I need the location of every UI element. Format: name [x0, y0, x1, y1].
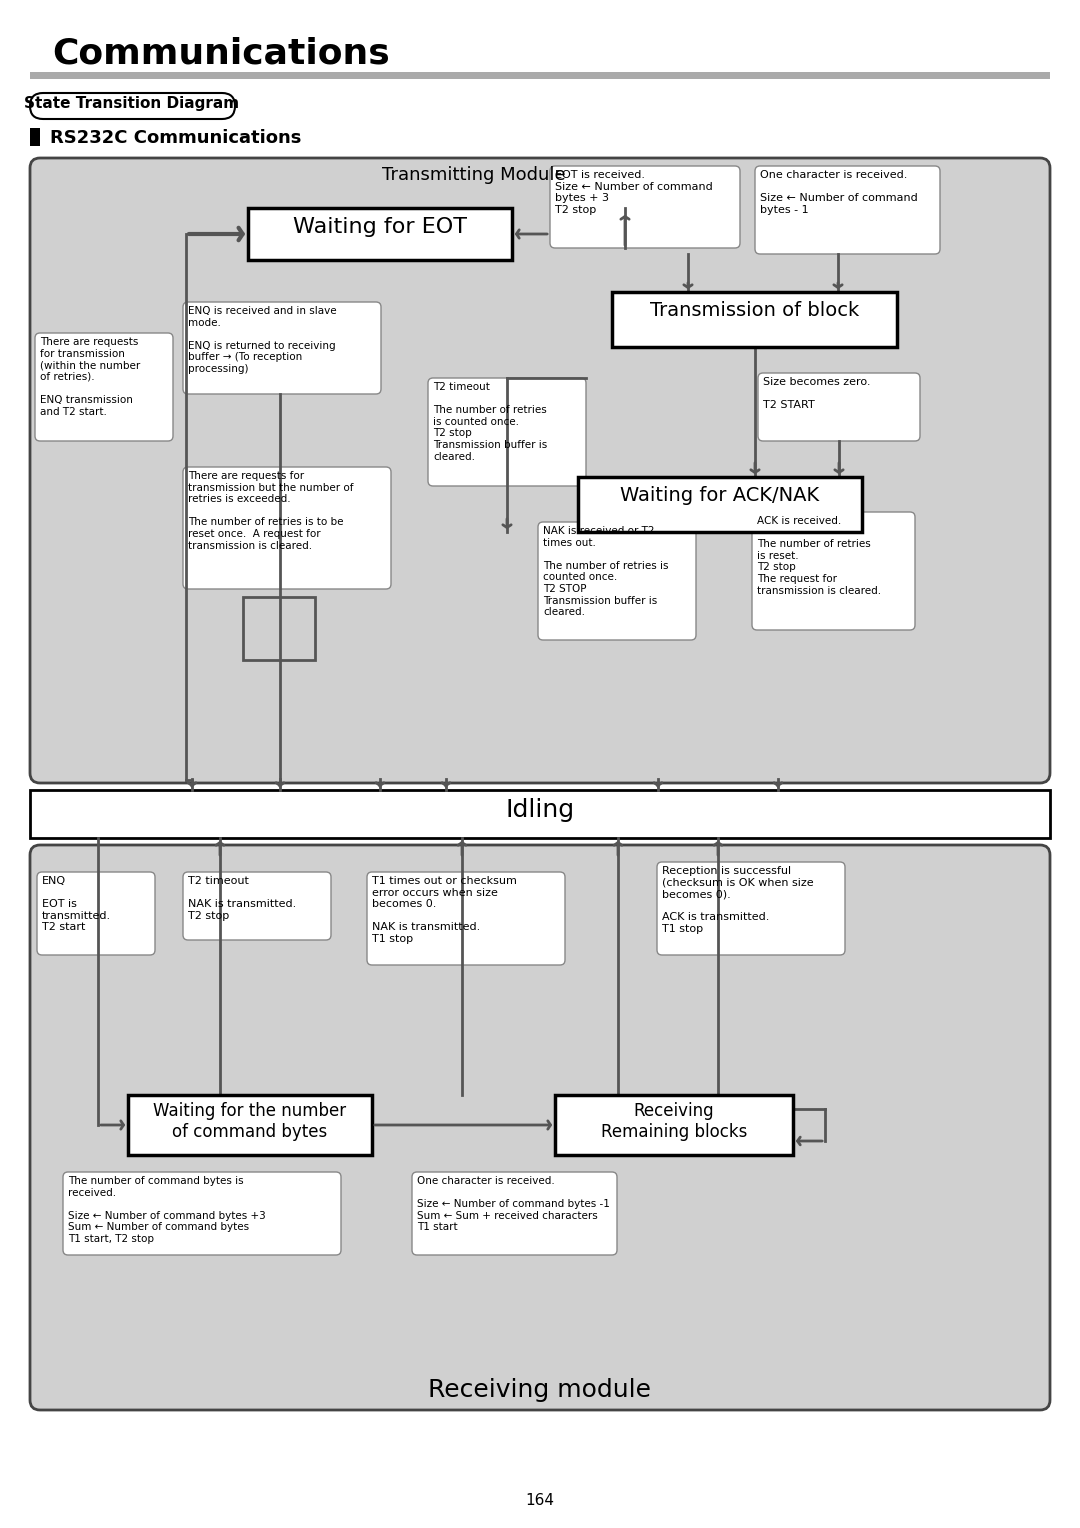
- Text: ENQ is received and in slave
mode.

ENQ is returned to receiving
buffer → (To re: ENQ is received and in slave mode. ENQ i…: [188, 306, 337, 374]
- FancyBboxPatch shape: [63, 1172, 341, 1254]
- Text: One character is received.

Size ← Number of command
bytes - 1: One character is received. Size ← Number…: [760, 170, 918, 215]
- FancyBboxPatch shape: [428, 377, 586, 486]
- FancyBboxPatch shape: [35, 333, 173, 442]
- Text: Receiving module: Receiving module: [429, 1378, 651, 1403]
- FancyBboxPatch shape: [37, 872, 156, 955]
- Text: Waiting for EOT: Waiting for EOT: [293, 217, 467, 237]
- Text: There are requests for
transmission but the number of
retries is exceeded.

The : There are requests for transmission but …: [188, 471, 353, 550]
- Text: Idling: Idling: [505, 798, 575, 822]
- Text: There are requests
for transmission
(within the number
of retries).

ENQ transmi: There are requests for transmission (wit…: [40, 338, 140, 417]
- FancyBboxPatch shape: [538, 523, 696, 640]
- FancyBboxPatch shape: [758, 373, 920, 442]
- Bar: [30, 128, 40, 147]
- Text: Waiting for the number
of command bytes: Waiting for the number of command bytes: [153, 1102, 347, 1141]
- Text: State Transition Diagram: State Transition Diagram: [25, 96, 240, 112]
- Bar: [30, 790, 1050, 837]
- Text: T2 timeout

NAK is transmitted.
T2 stop: T2 timeout NAK is transmitted. T2 stop: [188, 876, 296, 921]
- Text: The number of command bytes is
received.

Size ← Number of command bytes +3
Sum : The number of command bytes is received.…: [68, 1177, 266, 1244]
- FancyBboxPatch shape: [183, 872, 330, 940]
- Text: ACK is received.

The number of retries
is reset.
T2 stop
The request for
transm: ACK is received. The number of retries i…: [757, 516, 881, 596]
- Text: Receiving
Remaining blocks: Receiving Remaining blocks: [600, 1102, 747, 1141]
- Text: T2 timeout

The number of retries
is counted once.
T2 stop
Transmission buffer i: T2 timeout The number of retries is coun…: [433, 382, 548, 461]
- Text: ENQ

EOT is
transmitted.
T2 start: ENQ EOT is transmitted. T2 start: [42, 876, 111, 932]
- Text: Waiting for ACK/NAK: Waiting for ACK/NAK: [620, 486, 820, 504]
- Text: Size becomes zero.

T2 START: Size becomes zero. T2 START: [762, 377, 870, 410]
- Text: Transmission of block: Transmission of block: [650, 301, 859, 319]
- FancyBboxPatch shape: [183, 303, 381, 394]
- FancyBboxPatch shape: [367, 872, 565, 966]
- Text: 164: 164: [526, 1493, 554, 1508]
- FancyBboxPatch shape: [30, 93, 235, 119]
- Bar: [243, 597, 315, 660]
- FancyBboxPatch shape: [752, 512, 915, 630]
- Bar: [578, 477, 862, 532]
- FancyBboxPatch shape: [755, 167, 940, 254]
- Text: One character is received.

Size ← Number of command bytes -1
Sum ← Sum + receiv: One character is received. Size ← Number…: [417, 1177, 610, 1233]
- Bar: [248, 208, 512, 260]
- FancyBboxPatch shape: [657, 862, 845, 955]
- FancyBboxPatch shape: [30, 845, 1050, 1410]
- Bar: [555, 1096, 793, 1155]
- Text: EOT is received.
Size ← Number of command
bytes + 3
T2 stop: EOT is received. Size ← Number of comman…: [555, 170, 713, 215]
- FancyBboxPatch shape: [411, 1172, 617, 1254]
- FancyBboxPatch shape: [30, 157, 1050, 782]
- FancyBboxPatch shape: [550, 167, 740, 248]
- Bar: [30, 72, 1050, 79]
- Bar: [612, 292, 897, 347]
- Text: RS232C Communications: RS232C Communications: [50, 128, 301, 147]
- Text: Reception is successful
(checksum is OK when size
becomes 0).

ACK is transmitte: Reception is successful (checksum is OK …: [662, 866, 813, 934]
- Text: T1 times out or checksum
error occurs when size
becomes 0.

NAK is transmitted.
: T1 times out or checksum error occurs wh…: [372, 876, 517, 944]
- Text: Transmitting Module: Transmitting Module: [382, 167, 566, 183]
- Bar: [129, 1096, 372, 1155]
- Text: Communications: Communications: [52, 37, 390, 70]
- FancyBboxPatch shape: [183, 468, 391, 588]
- Text: NAK is received or T2
times out.

The number of retries is
counted once.
T2 STOP: NAK is received or T2 times out. The num…: [543, 526, 669, 617]
